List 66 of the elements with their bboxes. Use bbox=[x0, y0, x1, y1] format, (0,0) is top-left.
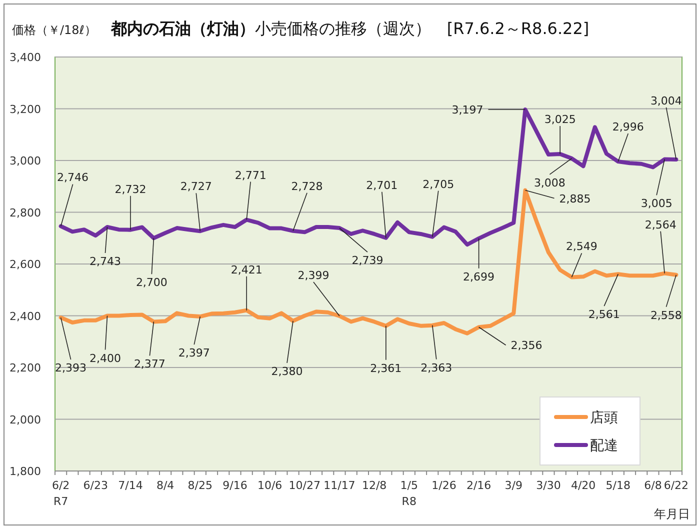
data-label: 2,393 bbox=[55, 362, 87, 375]
data-label: 2,739 bbox=[352, 254, 384, 268]
y-axis-title: 価格（￥/18ℓ） bbox=[12, 23, 96, 37]
x-tick-label: 3/9 bbox=[504, 479, 522, 492]
data-label: 2,399 bbox=[298, 269, 330, 282]
data-label: 2,377 bbox=[134, 358, 166, 371]
data-label: 2,996 bbox=[612, 120, 644, 134]
x-tick-label: 3/30 bbox=[536, 479, 561, 492]
y-tick-label: 3,000 bbox=[10, 154, 41, 168]
data-label: 2,732 bbox=[114, 182, 146, 196]
x-tick-label: 2/16 bbox=[466, 479, 492, 492]
data-label: 2,361 bbox=[370, 362, 402, 375]
x-tick-label: 1/26 bbox=[432, 479, 456, 492]
y-tick-label: 2,800 bbox=[10, 206, 41, 220]
x-tick-label: 10/6 bbox=[257, 479, 282, 492]
y-tick-label: 2,600 bbox=[10, 258, 41, 271]
chart-subtitle: 小売価格の推移（週次） [R7.6.2～R8.6.22] bbox=[254, 19, 590, 38]
chart-title: 都内の石油（灯油） bbox=[110, 19, 255, 38]
x-axis-title: 年月日 bbox=[654, 507, 690, 521]
x-tick-label: 8/4 bbox=[156, 479, 174, 492]
data-label: 2,363 bbox=[420, 361, 452, 374]
data-label: 2,561 bbox=[588, 308, 620, 322]
x-tick-label: 9/16 bbox=[222, 479, 248, 492]
x-tick-label: 1/5 R8 bbox=[400, 479, 418, 508]
x-tick-label: 12/8 bbox=[362, 479, 387, 492]
y-tick-label: 3,400 bbox=[10, 51, 41, 64]
data-label: 2,701 bbox=[366, 178, 398, 192]
data-label: 2,727 bbox=[180, 180, 212, 194]
data-label: 2,699 bbox=[463, 270, 495, 284]
legend-label: 配達 bbox=[590, 438, 618, 454]
x-tick-label: 6/22 bbox=[664, 479, 689, 492]
data-label: 3,005 bbox=[640, 197, 672, 210]
data-label: 2,705 bbox=[422, 178, 454, 191]
data-label: 2,771 bbox=[234, 168, 266, 182]
legend-label: 店頭 bbox=[590, 410, 618, 426]
y-tick-label: 2,000 bbox=[10, 413, 41, 426]
x-tick-label: 4/20 bbox=[570, 479, 596, 492]
data-label: 2,400 bbox=[90, 352, 121, 365]
x-tick-label: 6/8 bbox=[644, 479, 662, 492]
data-label: 2,885 bbox=[559, 192, 591, 206]
data-label: 3,025 bbox=[544, 113, 576, 126]
data-label: 2,728 bbox=[291, 180, 323, 193]
data-label: 2,421 bbox=[230, 263, 262, 276]
data-label: 2,746 bbox=[57, 171, 89, 184]
data-label: 2,380 bbox=[271, 364, 303, 378]
data-label: 2,558 bbox=[650, 308, 682, 322]
x-tick-label: 7/14 bbox=[118, 479, 143, 492]
data-label: 2,564 bbox=[644, 218, 676, 232]
y-tick-label: 3,200 bbox=[10, 102, 41, 116]
data-label: 3,004 bbox=[650, 94, 682, 108]
x-tick-label: 11/17 bbox=[324, 479, 356, 492]
data-label: 2,700 bbox=[136, 276, 168, 290]
x-tick-label: 6/2 R7 bbox=[52, 479, 70, 508]
data-label: 2,397 bbox=[178, 346, 210, 360]
x-tick-label: 8/25 bbox=[188, 479, 212, 492]
data-label: 3,197 bbox=[452, 104, 484, 117]
y-tick-label: 1,800 bbox=[10, 465, 41, 478]
y-tick-label: 2,400 bbox=[10, 310, 41, 323]
x-tick-label: 6/23 bbox=[83, 479, 108, 492]
data-label: 2,549 bbox=[566, 240, 598, 254]
data-label: 3,008 bbox=[534, 176, 566, 190]
data-label: 2,356 bbox=[510, 339, 542, 352]
x-tick-label: 10/27 bbox=[288, 479, 320, 492]
data-label: 2,743 bbox=[90, 255, 121, 268]
x-tick-label: 5/18 bbox=[606, 479, 630, 492]
y-tick-label: 2,200 bbox=[10, 362, 41, 374]
